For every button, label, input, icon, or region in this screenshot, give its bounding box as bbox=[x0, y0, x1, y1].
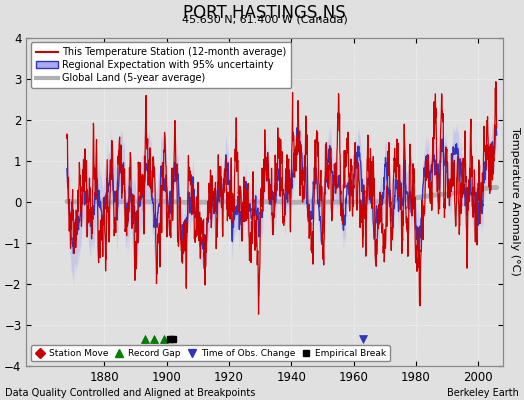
Legend: Station Move, Record Gap, Time of Obs. Change, Empirical Break: Station Move, Record Gap, Time of Obs. C… bbox=[31, 345, 390, 362]
Text: 45.630 N, 61.400 W (Canada): 45.630 N, 61.400 W (Canada) bbox=[182, 14, 347, 24]
Title: PORT HASTINGS,NS: PORT HASTINGS,NS bbox=[183, 4, 346, 22]
Y-axis label: Temperature Anomaly (°C): Temperature Anomaly (°C) bbox=[510, 128, 520, 276]
Text: Berkeley Earth: Berkeley Earth bbox=[447, 388, 519, 398]
Text: Data Quality Controlled and Aligned at Breakpoints: Data Quality Controlled and Aligned at B… bbox=[5, 388, 256, 398]
